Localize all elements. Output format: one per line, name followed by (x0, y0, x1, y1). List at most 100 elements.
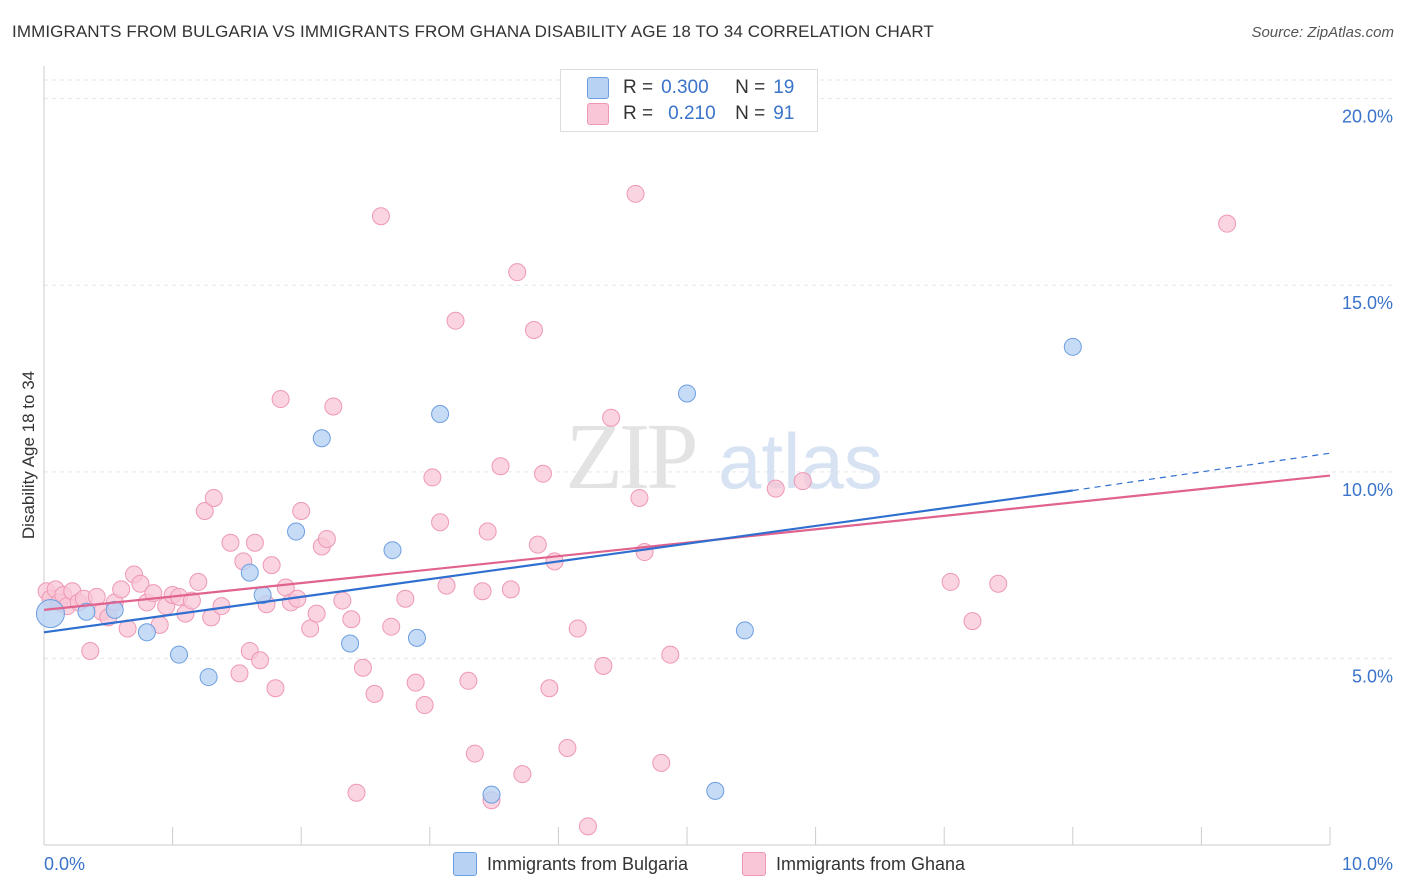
n-value: 91 (773, 103, 795, 124)
ghana-point (594, 656, 613, 675)
bulgaria-point (199, 668, 218, 687)
correlation-legend: R = 0.300 N = 19 R = 0.210 N = 91 (560, 69, 818, 132)
bulgaria-point (431, 404, 450, 423)
ghana-legend-label: Immigrants from Ghana (776, 853, 966, 874)
r-label: R = (623, 103, 654, 124)
ghana-swatch (587, 103, 609, 125)
ghana-point (501, 580, 520, 599)
watermark-atlas: atlas (718, 417, 883, 505)
n-label: N = (735, 103, 766, 124)
ghana-point (602, 408, 621, 427)
y-tick-label: 15.0% (1342, 293, 1393, 313)
ghana-points (37, 184, 1237, 836)
bottom-legend-ghana: Immigrants from Ghana (742, 852, 965, 876)
ghana-point (473, 582, 492, 601)
ghana-point (182, 591, 201, 610)
ghana-point (365, 684, 384, 703)
bottom-legend-bulgaria: Immigrants from Bulgaria (453, 852, 688, 876)
x-tick-label-min: 0.0% (44, 854, 85, 874)
ghana-point (540, 679, 559, 698)
ghana-point (353, 658, 372, 677)
ghana-point (221, 533, 240, 552)
watermark: ZIP atlas (566, 405, 883, 509)
ghana-point (324, 397, 343, 416)
ghana-point (630, 488, 649, 507)
ghana-point (406, 673, 425, 692)
ghana-point (342, 610, 361, 629)
ghana-point (382, 617, 401, 636)
ghana-point (251, 651, 270, 670)
ghana-point (81, 641, 100, 660)
n-label: N = (735, 77, 766, 98)
ghana-point (189, 572, 208, 591)
bulgaria-point (105, 600, 124, 619)
ghana-point (266, 679, 285, 698)
ghana-point (195, 502, 214, 521)
ghana-point (766, 479, 785, 498)
trend-lines (43, 452, 1331, 634)
bulgaria-point (383, 541, 402, 560)
ghana-point (271, 390, 290, 409)
ghana-point (513, 765, 532, 784)
bulgaria-legend-swatch (453, 852, 477, 876)
y-tick-label: 20.0% (1342, 107, 1393, 127)
ghana-point (230, 664, 249, 683)
ghana-legend-swatch (742, 852, 766, 876)
r-value: 0.210 (668, 103, 716, 124)
ghana-point (989, 574, 1008, 593)
bulgaria-point (240, 563, 259, 582)
bulgaria-swatch (587, 77, 609, 99)
ghana-point (317, 530, 336, 548)
ghana-point (446, 311, 465, 330)
bulgaria-point (77, 602, 96, 621)
bulgaria-point (137, 623, 156, 642)
bulgaria-point (735, 621, 754, 640)
ghana-point (558, 738, 577, 757)
ghana-point (131, 574, 150, 593)
ghana-point (307, 604, 326, 623)
n-value: 19 (773, 77, 795, 98)
legend-row-bulgaria: R = 0.300 N = 19 (587, 76, 794, 100)
ghana-point (478, 522, 497, 541)
ghana-point (533, 464, 552, 483)
bulgaria-point (287, 522, 306, 541)
chart-title: IMMIGRANTS FROM BULGARIA VS IMMIGRANTS F… (12, 22, 934, 41)
ghana-point (578, 817, 597, 836)
ghana-point (371, 207, 390, 226)
legend-row-ghana: R = 0.210 N = 91 (587, 102, 794, 126)
bulgaria-point (170, 645, 189, 664)
bulgaria-point (706, 781, 725, 800)
tick-labels: 5.0% 10.0% 15.0% 20.0% 0.0% 10.0% (44, 107, 1393, 874)
ghana-point (568, 619, 587, 638)
ghana-point (661, 645, 680, 664)
ghana-point (941, 572, 960, 591)
ghana-point (963, 612, 982, 631)
axes (43, 66, 1331, 846)
bulgaria-point (678, 384, 696, 403)
ghana-point (793, 472, 812, 491)
bulgaria-legend-label: Immigrants from Bulgaria (487, 853, 689, 874)
ghana-point (524, 321, 543, 340)
y-tick-label: 10.0% (1342, 480, 1393, 500)
watermark-zip: ZIP (566, 405, 696, 509)
ghana-point (301, 619, 320, 638)
ghana-point (245, 533, 264, 552)
ghana-point (423, 468, 442, 487)
bulgaria-point (35, 599, 65, 629)
ghana-point (465, 744, 484, 763)
ghana-point (491, 457, 510, 476)
bulgaria-point (312, 429, 331, 448)
ghana-point (112, 580, 131, 599)
ghana-point (333, 591, 352, 610)
r-value: 0.300 (661, 77, 709, 98)
ghana-point (431, 513, 450, 532)
bulgaria-trend-line (43, 489, 1073, 634)
ghana-point (508, 263, 527, 282)
ghana-point (528, 535, 547, 554)
bulgaria-point (341, 634, 360, 653)
bulgaria-point (407, 628, 426, 647)
r-label: R = (623, 77, 654, 98)
ghana-point (652, 753, 671, 772)
ghana-point (396, 589, 415, 608)
